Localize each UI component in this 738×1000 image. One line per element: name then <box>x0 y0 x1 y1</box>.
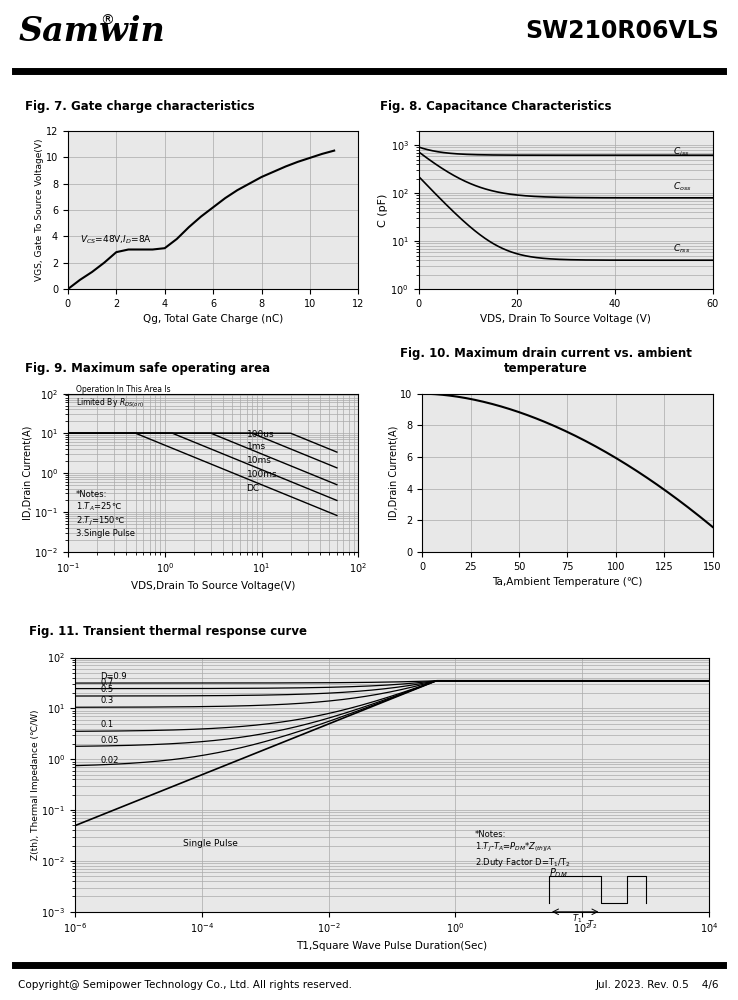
Text: Single Pulse: Single Pulse <box>183 839 238 848</box>
Text: Fig. 11. Transient thermal response curve: Fig. 11. Transient thermal response curv… <box>29 625 307 638</box>
Text: Fig. 10. Maximum drain current vs. ambient
temperature: Fig. 10. Maximum drain current vs. ambie… <box>400 347 692 375</box>
Text: Operation In This Area Is
Limited By $R_{DS(on)}$: Operation In This Area Is Limited By $R_… <box>75 385 170 410</box>
Y-axis label: ID,Drain Current(A): ID,Drain Current(A) <box>23 426 33 520</box>
Text: $T_2$: $T_2$ <box>587 918 598 931</box>
Text: $C_{iss}$: $C_{iss}$ <box>673 145 690 158</box>
Text: Fig. 7. Gate charge characteristics: Fig. 7. Gate charge characteristics <box>25 100 255 113</box>
Text: 100us: 100us <box>246 430 275 439</box>
Text: 0.05: 0.05 <box>100 736 119 745</box>
Text: 10ms: 10ms <box>246 456 272 465</box>
X-axis label: Qg, Total Gate Charge (nC): Qg, Total Gate Charge (nC) <box>143 314 283 324</box>
Text: Copyright@ Semipower Technology Co., Ltd. All rights reserved.: Copyright@ Semipower Technology Co., Ltd… <box>18 980 353 990</box>
Text: 100ms: 100ms <box>246 470 277 479</box>
Y-axis label: ID,Drain Current(A): ID,Drain Current(A) <box>389 426 399 520</box>
Text: 0.7: 0.7 <box>100 678 114 687</box>
Text: $V_{CS}$=48V,$I_D$=8A: $V_{CS}$=48V,$I_D$=8A <box>80 234 152 246</box>
Text: $C_{oss}$: $C_{oss}$ <box>673 180 692 193</box>
Text: $C_{rss}$: $C_{rss}$ <box>673 243 691 255</box>
Text: D=0.9: D=0.9 <box>100 672 127 681</box>
Text: 0.5: 0.5 <box>100 685 114 694</box>
Text: 0.02: 0.02 <box>100 756 119 765</box>
Text: 0.3: 0.3 <box>100 696 114 705</box>
Text: DC: DC <box>246 484 260 493</box>
X-axis label: T1,Square Wave Pulse Duration(Sec): T1,Square Wave Pulse Duration(Sec) <box>297 941 488 951</box>
Text: Samwin: Samwin <box>18 15 165 48</box>
Text: Fig. 8. Capacitance Characteristics: Fig. 8. Capacitance Characteristics <box>379 100 611 113</box>
Y-axis label: VGS, Gate To Source Voltage(V): VGS, Gate To Source Voltage(V) <box>35 139 44 281</box>
Text: $P_{DM}$: $P_{DM}$ <box>549 866 568 880</box>
Text: 1ms: 1ms <box>246 442 266 451</box>
Text: $T_1$: $T_1$ <box>573 912 583 925</box>
Text: *Notes:
1.$T_J$-$T_A$=$P_{DM}$*$Z_{(th)JA}$
2.Duty Factor D=T$_1$/T$_2$: *Notes: 1.$T_J$-$T_A$=$P_{DM}$*$Z_{(th)J… <box>475 830 570 869</box>
Text: *Notes:
1.$T_A$=25℃
2.$T_J$=150℃
3.Single Pulse: *Notes: 1.$T_A$=25℃ 2.$T_J$=150℃ 3.Singl… <box>75 490 134 538</box>
X-axis label: VDS,Drain To Source Voltage(V): VDS,Drain To Source Voltage(V) <box>131 581 295 591</box>
Text: Fig. 9. Maximum safe operating area: Fig. 9. Maximum safe operating area <box>25 362 271 375</box>
Y-axis label: C (pF): C (pF) <box>378 193 387 227</box>
Text: SW210R06VLS: SW210R06VLS <box>525 19 720 43</box>
X-axis label: Ta,Ambient Temperature (℃): Ta,Ambient Temperature (℃) <box>492 577 643 587</box>
Text: Jul. 2023. Rev. 0.5    4/6: Jul. 2023. Rev. 0.5 4/6 <box>596 980 720 990</box>
Text: ®: ® <box>100 13 114 27</box>
Text: 0.1: 0.1 <box>100 720 114 729</box>
Y-axis label: Z(th), Thermal Impedance (℃/W): Z(th), Thermal Impedance (℃/W) <box>31 709 40 860</box>
X-axis label: VDS, Drain To Source Voltage (V): VDS, Drain To Source Voltage (V) <box>480 314 651 324</box>
